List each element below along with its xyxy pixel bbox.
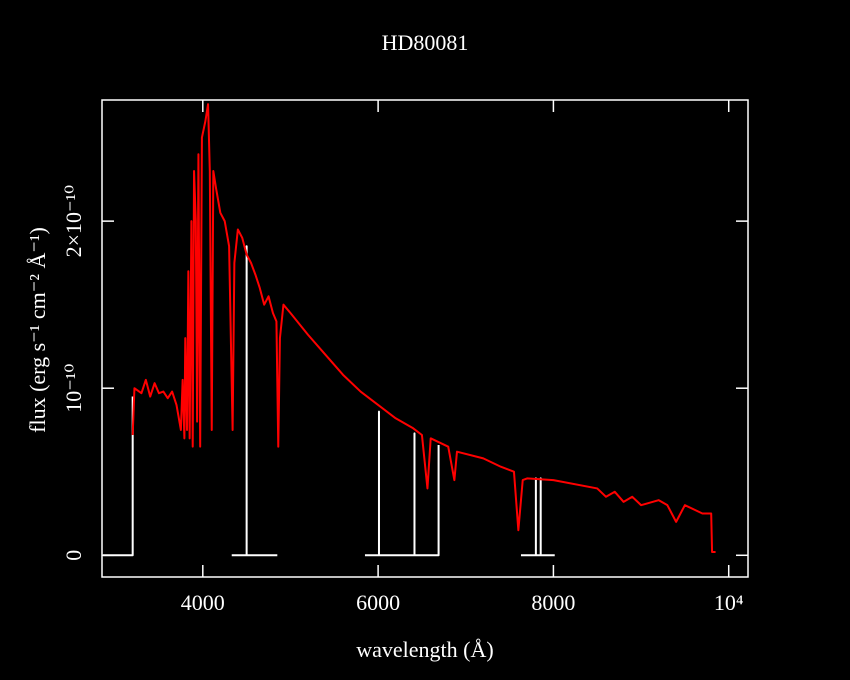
x-tick-label: 10⁴ — [714, 590, 744, 615]
x-tick-label: 8000 — [531, 590, 575, 615]
y-tick-label: 0 — [61, 550, 86, 561]
plot-frame — [101, 99, 749, 578]
y-tick-label: 10⁻¹⁰ — [61, 364, 86, 413]
chart-title: HD80081 — [382, 30, 469, 55]
y-axis-label: flux (erg s⁻¹ cm⁻² Å⁻¹) — [25, 227, 50, 433]
spectrum-line — [131, 103, 716, 553]
x-axis-label: wavelength (Å) — [356, 637, 493, 662]
x-tick-label: 4000 — [181, 590, 225, 615]
x-tick-label: 6000 — [356, 590, 400, 615]
spectrum-line — [102, 245, 555, 557]
y-tick-label: 2×10⁻¹⁰ — [61, 185, 86, 258]
